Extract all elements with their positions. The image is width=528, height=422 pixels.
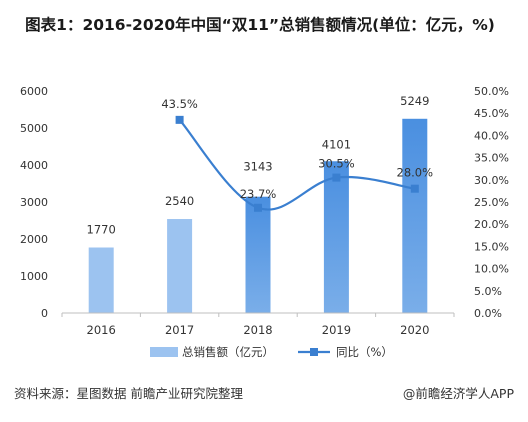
x-tick-label-2020: 2020 [400, 323, 429, 337]
y-left-tick-label: 6000 [20, 85, 48, 98]
bar-value-label-2019: 4101 [322, 137, 351, 151]
y-right-tick-label: 10.0% [474, 263, 509, 276]
credit-note: @前瞻经济学人APP [402, 386, 514, 401]
legend-line-marker [310, 348, 318, 356]
bar-2018 [245, 196, 271, 313]
y-right-tick-label: 30.0% [474, 174, 509, 187]
bar-2016 [88, 247, 114, 313]
bar-2020 [402, 118, 428, 313]
growth-point-2019 [332, 173, 341, 182]
bar-value-label-2017: 2540 [165, 194, 194, 208]
chart-title: 图表1：2016-2020年中国“双11”总销售额情况(单位：亿元，%) [25, 16, 495, 34]
y-left-tick-label: 5000 [20, 122, 48, 135]
rate-value-label-2017: 43.5% [161, 97, 198, 111]
y-right-tick-label: 40.0% [474, 129, 509, 142]
y-left-tick-label: 2000 [20, 233, 48, 246]
x-tick-label-2016: 2016 [87, 323, 116, 337]
x-tick-label-2019: 2019 [322, 323, 351, 337]
y-right-tick-label: 45.0% [474, 107, 509, 120]
rate-value-label-2019: 30.5% [318, 157, 355, 171]
y-right-tick-label: 50.0% [474, 85, 509, 98]
y-left-tick-label: 0 [41, 307, 48, 320]
y-right-tick-label: 25.0% [474, 196, 509, 209]
growth-rate-line [178, 119, 415, 211]
rate-value-label-2018: 23.7% [240, 187, 277, 201]
footer: 资料来源：星图数据 前瞻产业研究院整理 @前瞻经济学人APP [14, 383, 514, 403]
y-left-tick-label: 4000 [20, 159, 48, 172]
bar-value-label-2020: 5249 [400, 94, 429, 108]
bar-value-label-2016: 1770 [87, 223, 116, 237]
x-tick-label-2017: 2017 [165, 323, 194, 337]
chart-canvas: 0 1000 2000 3000 4000 5000 6000 0.0% 5.0% 10.0% 15… [20, 85, 509, 359]
growth-point-2017 [175, 115, 184, 124]
y-right-tick-label: 0.0% [474, 307, 502, 320]
x-tick-label-2018: 2018 [243, 323, 272, 337]
legend-bar-swatch [150, 347, 178, 357]
y-right-tick-label: 5.0% [474, 285, 502, 298]
growth-point-2020 [410, 184, 419, 193]
rate-value-label-2020: 28.0% [397, 166, 434, 180]
y-left-tick-label: 1000 [20, 270, 48, 283]
y-right-tick-label: 20.0% [474, 218, 509, 231]
growth-point-2018 [254, 203, 262, 212]
y-right-tick-label: 15.0% [474, 240, 509, 253]
source-note: 资料来源：星图数据 前瞻产业研究院整理 [14, 386, 243, 401]
bar-value-label-2018: 3143 [243, 160, 272, 174]
y-left-tick-label: 3000 [20, 196, 48, 209]
legend-bar-label: 总销售额（亿元） [182, 345, 274, 359]
bar-2019 [323, 161, 349, 313]
bar-2017 [167, 219, 193, 313]
legend-line-label: 同比（%） [336, 345, 393, 359]
y-right-tick-label: 35.0% [474, 152, 509, 165]
